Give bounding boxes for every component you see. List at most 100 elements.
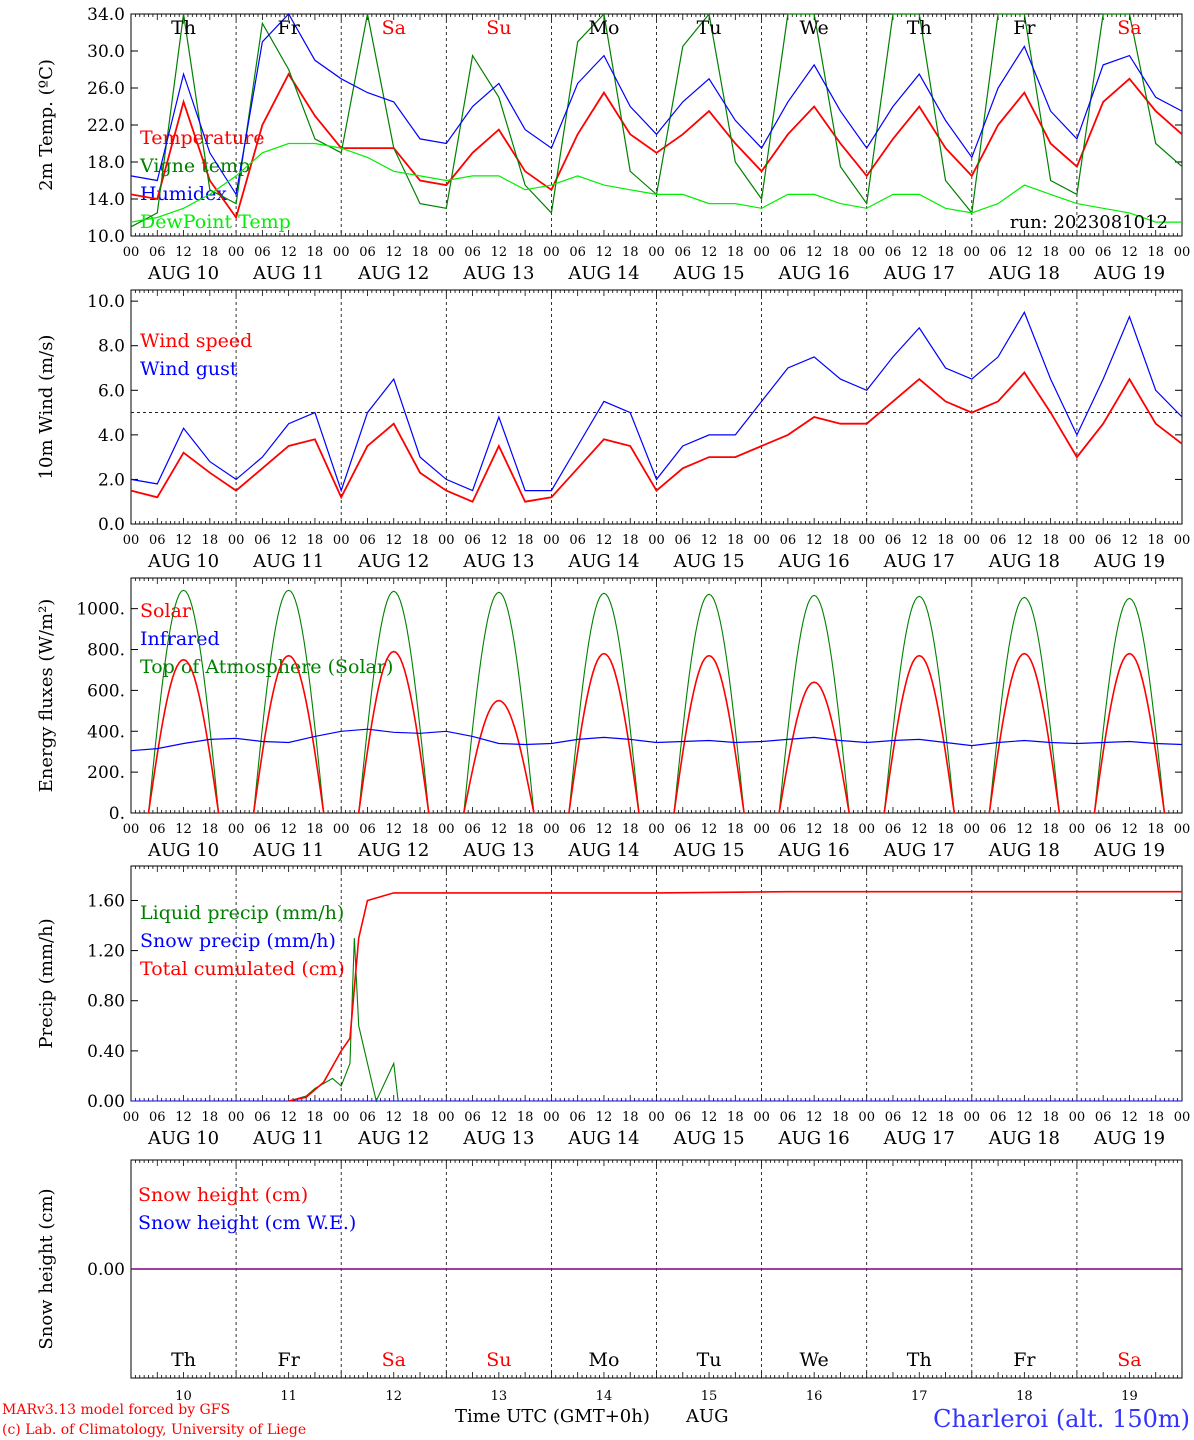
- y-tick-label: 0.40: [87, 1042, 125, 1062]
- date-label: AUG 16: [778, 840, 850, 861]
- hour-label: 12: [806, 245, 823, 260]
- hour-label: 12: [701, 822, 718, 837]
- hour-label: 12: [175, 245, 192, 260]
- legend-entry: Infrared: [140, 628, 220, 650]
- weekday-label: Sa: [1117, 1349, 1141, 1371]
- date-label: AUG 18: [988, 840, 1060, 861]
- series-line: [236, 938, 1182, 1103]
- hour-label: 00: [1069, 245, 1086, 260]
- weekday-label: Mo: [588, 1349, 619, 1371]
- series-line: [778, 594, 850, 814]
- y-tick-label: 800.: [87, 641, 125, 661]
- hour-label: 06: [990, 822, 1007, 837]
- date-label: AUG 19: [1093, 551, 1165, 572]
- weekday-label: Su: [486, 17, 511, 39]
- date-label: AUG 14: [567, 551, 639, 572]
- hour-label: 12: [1016, 245, 1033, 260]
- y-tick-label: 0.0: [98, 515, 125, 535]
- hour-label: 00: [333, 1110, 350, 1125]
- hour-label: 00: [753, 245, 770, 260]
- hour-label: 18: [832, 533, 849, 548]
- date-label: AUG 10: [147, 1128, 219, 1149]
- panel-2: 0.0 2.0 4.0 6.0 8.0 10.0 10m Wind (m/s) 00 06 12 1…: [36, 289, 1191, 572]
- date-label: AUG 14: [567, 1128, 639, 1149]
- hour-label: 12: [385, 533, 402, 548]
- date-label: AUG 15: [672, 551, 744, 572]
- weekday-label: Th: [907, 17, 932, 39]
- hour-label: 06: [885, 1110, 902, 1125]
- hour-label: 00: [438, 245, 455, 260]
- hour-label: 00: [1069, 1110, 1086, 1125]
- date-label: AUG 12: [357, 1128, 429, 1149]
- hour-label: 18: [517, 1110, 534, 1125]
- weekday-label: Th: [907, 1349, 932, 1371]
- series-line: [130, 72, 1183, 220]
- legend-entry: Wind speed: [140, 330, 252, 352]
- month-label: AUG: [685, 1406, 729, 1427]
- hour-label: 00: [1174, 533, 1191, 548]
- hour-label: 00: [228, 533, 245, 548]
- hour-label: 06: [675, 1110, 692, 1125]
- weekday-label: Fr: [1013, 17, 1036, 39]
- hour-label: 12: [1121, 1110, 1138, 1125]
- weekday-label: Fr: [278, 1349, 301, 1371]
- hour-label: 06: [780, 1110, 797, 1125]
- hour-label: 00: [123, 533, 140, 548]
- hour-label: 06: [149, 533, 166, 548]
- hour-label: 18: [937, 533, 954, 548]
- hour-label: 18: [832, 1110, 849, 1125]
- hour-label: 06: [254, 533, 271, 548]
- series-line: [147, 658, 220, 814]
- hour-label: 12: [280, 1110, 297, 1125]
- series-line: [673, 593, 745, 814]
- y-tick-label: 2.0: [98, 470, 125, 490]
- date-label: AUG 18: [988, 1128, 1060, 1149]
- hour-label: 12: [491, 822, 508, 837]
- hour-label: 00: [964, 1110, 981, 1125]
- hour-label: 12: [1016, 822, 1033, 837]
- hour-label: 18: [1042, 245, 1059, 260]
- y-tick-label: 8.0: [98, 337, 125, 357]
- hour-label: 18: [622, 1110, 639, 1125]
- hour-label: 12: [491, 245, 508, 260]
- hour-label: 00: [753, 533, 770, 548]
- date-label: AUG 16: [778, 1128, 850, 1149]
- lab-credit: (c) Lab. of Climatology, University of L…: [2, 1422, 306, 1438]
- hour-label: 06: [149, 1110, 166, 1125]
- day-number-label: 16: [806, 1389, 823, 1404]
- hour-label: 06: [464, 822, 481, 837]
- hour-label: 18: [412, 822, 429, 837]
- series-line: [1093, 597, 1166, 814]
- date-label: AUG 16: [778, 263, 850, 284]
- hour-label: 18: [622, 533, 639, 548]
- day-number-label: 11: [280, 1389, 297, 1404]
- date-label: AUG 19: [1093, 263, 1165, 284]
- hour-label: 00: [543, 533, 560, 548]
- hour-label: 12: [385, 822, 402, 837]
- hour-label: 18: [1042, 533, 1059, 548]
- weekday-label: Sa: [382, 1349, 406, 1371]
- hour-label: 00: [123, 1110, 140, 1125]
- hour-label: 12: [175, 533, 192, 548]
- hour-label: 06: [359, 822, 376, 837]
- weekday-label: Su: [486, 1349, 511, 1371]
- hour-label: 06: [569, 245, 586, 260]
- series-line: [130, 142, 1182, 223]
- hour-label: 12: [911, 245, 928, 260]
- weekday-label: Tu: [697, 1349, 722, 1371]
- date-label: AUG 19: [1093, 840, 1165, 861]
- date-label: AUG 13: [462, 551, 534, 572]
- hour-label: 00: [333, 533, 350, 548]
- hour-label: 06: [1095, 533, 1112, 548]
- hour-label: 12: [701, 245, 718, 260]
- hour-label: 06: [990, 245, 1007, 260]
- y-axis-title: Snow height (cm): [36, 1188, 57, 1349]
- hour-label: 12: [806, 533, 823, 548]
- day-number-label: 12: [385, 1389, 402, 1404]
- hour-label: 12: [596, 533, 613, 548]
- hour-label: 00: [858, 1110, 875, 1125]
- hour-label: 06: [990, 533, 1007, 548]
- hour-label: 06: [569, 822, 586, 837]
- date-label: AUG 17: [883, 840, 955, 861]
- hour-label: 18: [1147, 533, 1164, 548]
